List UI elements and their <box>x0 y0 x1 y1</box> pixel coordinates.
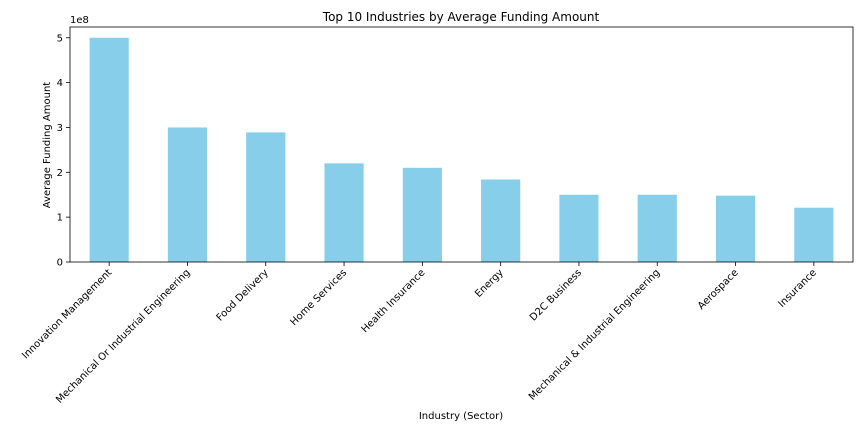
plot-frame <box>69 26 854 263</box>
y-tick-label-2: 2 <box>57 168 63 179</box>
x-tick-label-10: Insurance <box>777 267 819 309</box>
y-axis-label: Average Funding Amount <box>42 82 53 208</box>
x-tick-label-7: D2C Business <box>528 267 584 323</box>
bar-3 <box>246 132 286 262</box>
bar-5 <box>402 167 442 262</box>
x-tick-label-8: Mechanical & Industrial Engineering <box>527 267 662 402</box>
bars-group <box>89 37 834 263</box>
x-tick-label-6: Energy <box>473 267 506 300</box>
y-tick-label-0: 0 <box>57 258 63 269</box>
y-offset-label: 1e8 <box>70 15 89 26</box>
bar-1 <box>89 37 129 263</box>
y-tick-label-5: 5 <box>57 33 63 44</box>
bar-7 <box>559 194 599 262</box>
bar-8 <box>637 194 677 262</box>
bar-6 <box>481 179 521 262</box>
x-tick-label-5: Health Insurance <box>360 267 428 335</box>
y-ticks-group: 0 1 2 3 4 5 <box>57 33 70 269</box>
x-tick-label-4: Home Services <box>288 267 349 328</box>
bar-10 <box>794 207 834 262</box>
chart-title: Top 10 Industries by Average Funding Amo… <box>322 10 600 24</box>
x-tick-label-1: Innovation Management <box>20 267 114 361</box>
x-tick-label-9: Aerospace <box>696 267 741 312</box>
bar-2 <box>167 127 208 263</box>
x-axis-label: Industry (Sector) <box>419 411 503 422</box>
bar-4 <box>324 163 364 262</box>
x-tick-label-2: Mechanical Or Industrial Engineering <box>54 267 192 405</box>
y-tick-label-3: 3 <box>57 123 63 134</box>
y-tick-label-1: 1 <box>57 213 63 224</box>
bar-9 <box>715 195 756 262</box>
x-tick-label-3: Food Delivery <box>215 267 271 323</box>
y-tick-label-4: 4 <box>57 78 63 89</box>
